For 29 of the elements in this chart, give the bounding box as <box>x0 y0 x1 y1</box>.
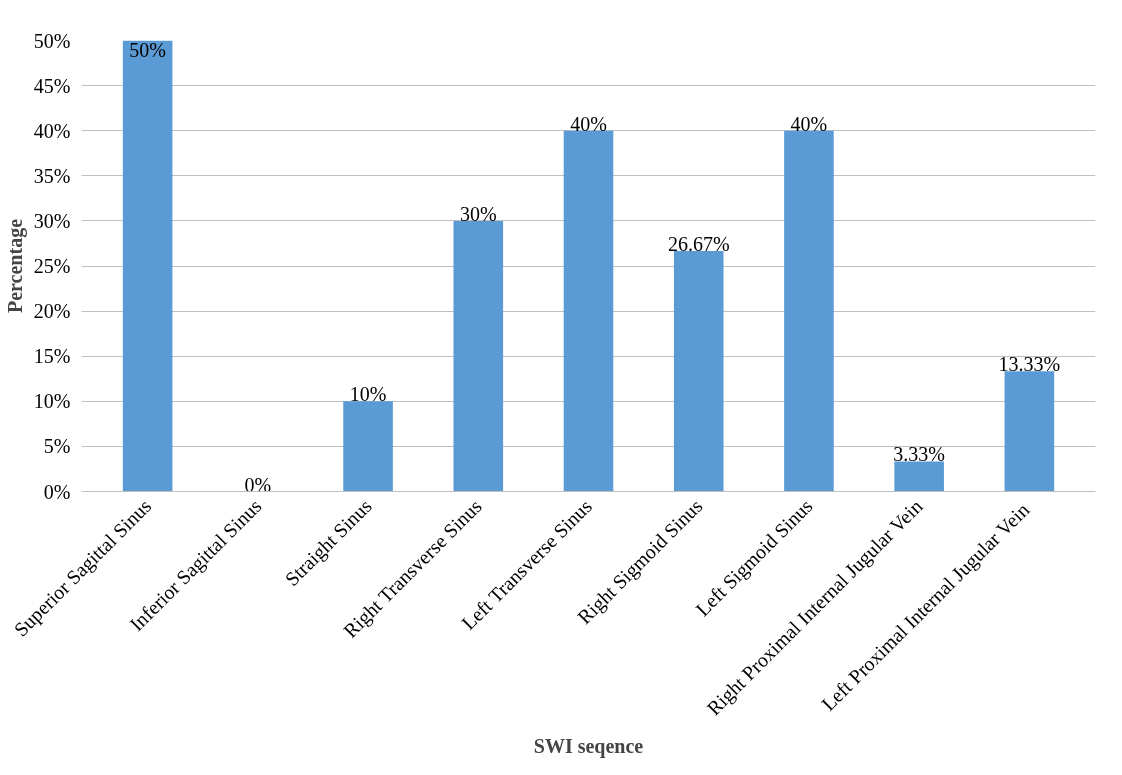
bar <box>894 461 944 492</box>
bar <box>122 40 173 492</box>
data-label: 30% <box>459 202 497 225</box>
bar <box>563 130 614 492</box>
y-tick-label: 45% <box>33 74 71 97</box>
y-tick-label: 35% <box>33 164 71 187</box>
bar <box>453 220 504 492</box>
data-label: 50% <box>129 38 166 61</box>
data-label: 10% <box>349 383 387 406</box>
data-label: 40% <box>570 112 607 135</box>
y-tick-label: 0% <box>43 480 71 503</box>
y-tick-label: 40% <box>33 119 71 142</box>
y-tick-label: 5% <box>43 435 71 458</box>
y-tick-label: 25% <box>33 255 71 277</box>
data-label: 13.33% <box>998 353 1061 376</box>
x-axis-title: SWI seqence <box>533 735 644 759</box>
y-tick-label: 30% <box>33 209 71 232</box>
y-axis-title: Percentage <box>3 218 27 314</box>
y-tick-label: 10% <box>33 390 71 413</box>
bar <box>343 401 393 492</box>
y-tick-label: 20% <box>33 300 71 323</box>
bar <box>1004 371 1055 492</box>
data-label: 26.67% <box>667 232 730 255</box>
y-tick-label: 15% <box>33 345 71 368</box>
bar <box>784 130 834 492</box>
bar <box>673 250 724 492</box>
y-tick-label: 50% <box>33 29 71 52</box>
data-label: 40% <box>790 112 828 135</box>
data-label: 3.33% <box>893 443 945 466</box>
